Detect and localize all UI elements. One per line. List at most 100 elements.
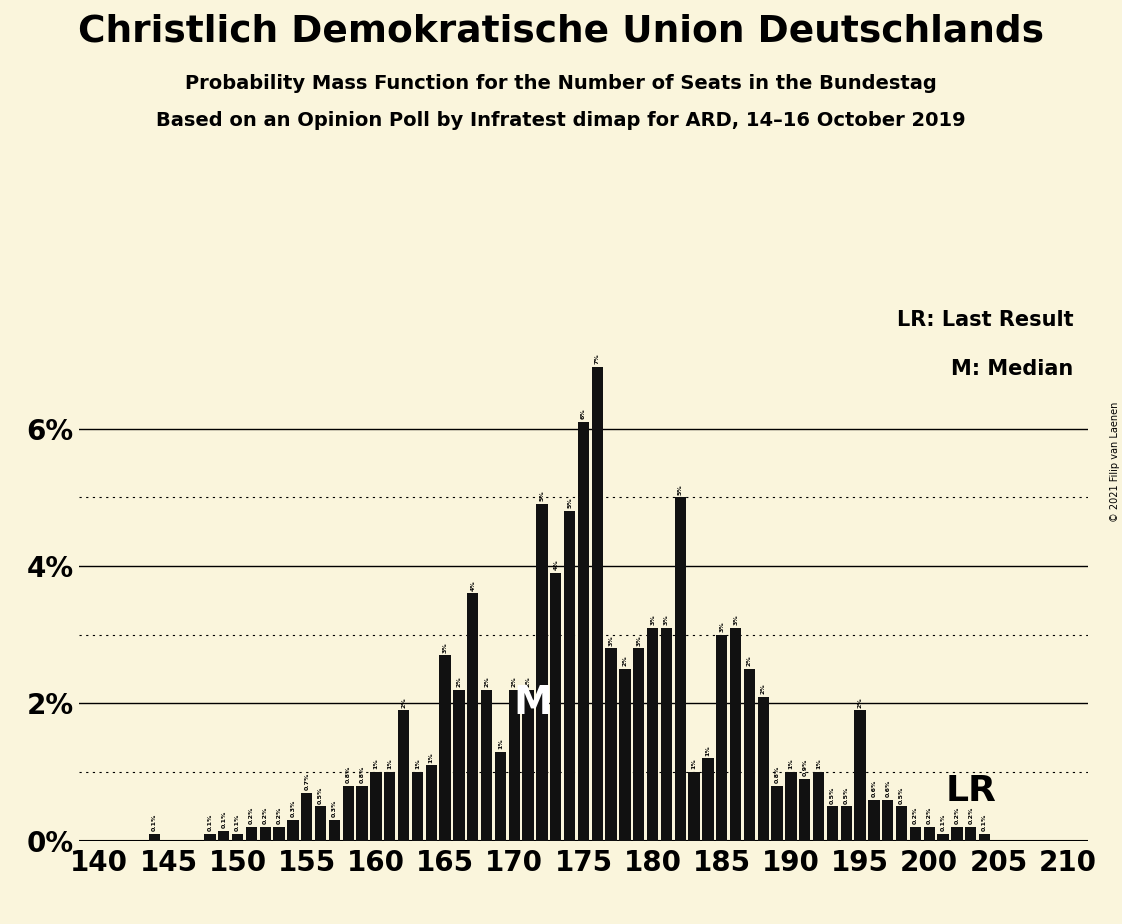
Text: 0.6%: 0.6% [885,780,890,796]
Bar [868,799,880,841]
Text: 0.7%: 0.7% [304,772,310,790]
Bar [978,834,991,841]
Text: 0.1%: 0.1% [221,810,227,828]
Text: 2%: 2% [401,697,406,708]
Bar [523,689,534,841]
Text: LR: LR [946,774,996,808]
Text: 0.6%: 0.6% [872,780,876,796]
Text: 0.2%: 0.2% [955,807,959,824]
Text: 0.8%: 0.8% [360,766,365,784]
Text: 0.5%: 0.5% [830,786,835,804]
Bar [274,827,285,841]
Text: 5%: 5% [540,491,544,502]
Bar [536,505,548,841]
Bar [315,807,327,841]
Bar [232,834,243,841]
Text: 2%: 2% [857,697,863,708]
Text: © 2021 Filip van Laenen: © 2021 Filip van Laenen [1110,402,1120,522]
Bar [564,511,576,841]
Text: 0.2%: 0.2% [927,807,931,824]
Text: 2%: 2% [525,676,531,687]
Bar [730,627,742,841]
Text: 0.2%: 0.2% [968,807,973,824]
Bar [301,793,312,841]
Text: 1%: 1% [816,759,821,770]
Bar [855,711,866,841]
Text: 0.1%: 0.1% [153,814,157,832]
Bar [937,834,949,841]
Text: 2%: 2% [623,655,627,666]
Text: 0.8%: 0.8% [346,766,351,784]
Bar [550,573,561,841]
Text: 3%: 3% [442,642,448,652]
Text: 0.5%: 0.5% [899,786,904,804]
Text: 0.1%: 0.1% [982,814,987,832]
Bar [495,751,506,841]
Text: 4%: 4% [553,559,559,570]
Text: 2%: 2% [761,683,766,694]
Bar [467,593,478,841]
Bar [785,772,797,841]
Bar [951,827,963,841]
Bar [661,627,672,841]
Bar [647,627,659,841]
Bar [896,807,908,841]
Bar [453,689,465,841]
Text: 1%: 1% [387,759,393,770]
Text: 2%: 2% [457,676,461,687]
Bar [384,772,395,841]
Text: 3%: 3% [733,614,738,626]
Bar [357,786,368,841]
Text: 0.8%: 0.8% [774,766,780,784]
Bar [799,779,810,841]
Text: 5%: 5% [567,497,572,508]
Text: LR: Last Result: LR: Last Result [896,310,1073,330]
Bar [508,689,519,841]
Text: M: M [513,685,552,723]
Text: 1%: 1% [498,738,503,748]
Bar [702,759,714,841]
Bar [440,655,451,841]
Bar [757,697,769,841]
Bar [674,497,686,841]
Text: 0.1%: 0.1% [940,814,946,832]
Text: 3%: 3% [650,614,655,626]
Text: 0.2%: 0.2% [249,807,254,824]
Bar [716,635,727,841]
Text: Christlich Demokratische Union Deutschlands: Christlich Demokratische Union Deutschla… [79,14,1043,50]
Bar [910,827,921,841]
Bar [218,831,230,841]
Text: 1%: 1% [789,759,793,770]
Text: 3%: 3% [664,614,669,626]
Text: 0.5%: 0.5% [844,786,848,804]
Bar [204,834,215,841]
Text: 2%: 2% [484,676,489,687]
Text: 4%: 4% [470,580,476,590]
Text: Probability Mass Function for the Number of Seats in the Bundestag: Probability Mass Function for the Number… [185,74,937,93]
Text: 0.2%: 0.2% [913,807,918,824]
Text: 1%: 1% [691,759,697,770]
Bar [689,772,700,841]
Bar [923,827,935,841]
Bar [287,821,298,841]
Bar [619,669,631,841]
Text: 0.3%: 0.3% [332,800,337,818]
Text: 6%: 6% [581,408,586,419]
Text: 3%: 3% [608,635,614,646]
Text: 0.3%: 0.3% [291,800,295,818]
Text: 0.1%: 0.1% [208,814,212,832]
Text: 0.2%: 0.2% [277,807,282,824]
Text: 7%: 7% [595,353,600,364]
Bar [606,649,617,841]
Text: 0.5%: 0.5% [319,786,323,804]
Bar [813,772,825,841]
Text: 0.9%: 0.9% [802,759,807,776]
Bar [370,772,381,841]
Bar [840,807,852,841]
Text: 0.2%: 0.2% [263,807,268,824]
Bar [882,799,893,841]
Bar [259,827,270,841]
Text: 1%: 1% [706,745,710,756]
Bar [481,689,493,841]
Text: 1%: 1% [415,759,420,770]
